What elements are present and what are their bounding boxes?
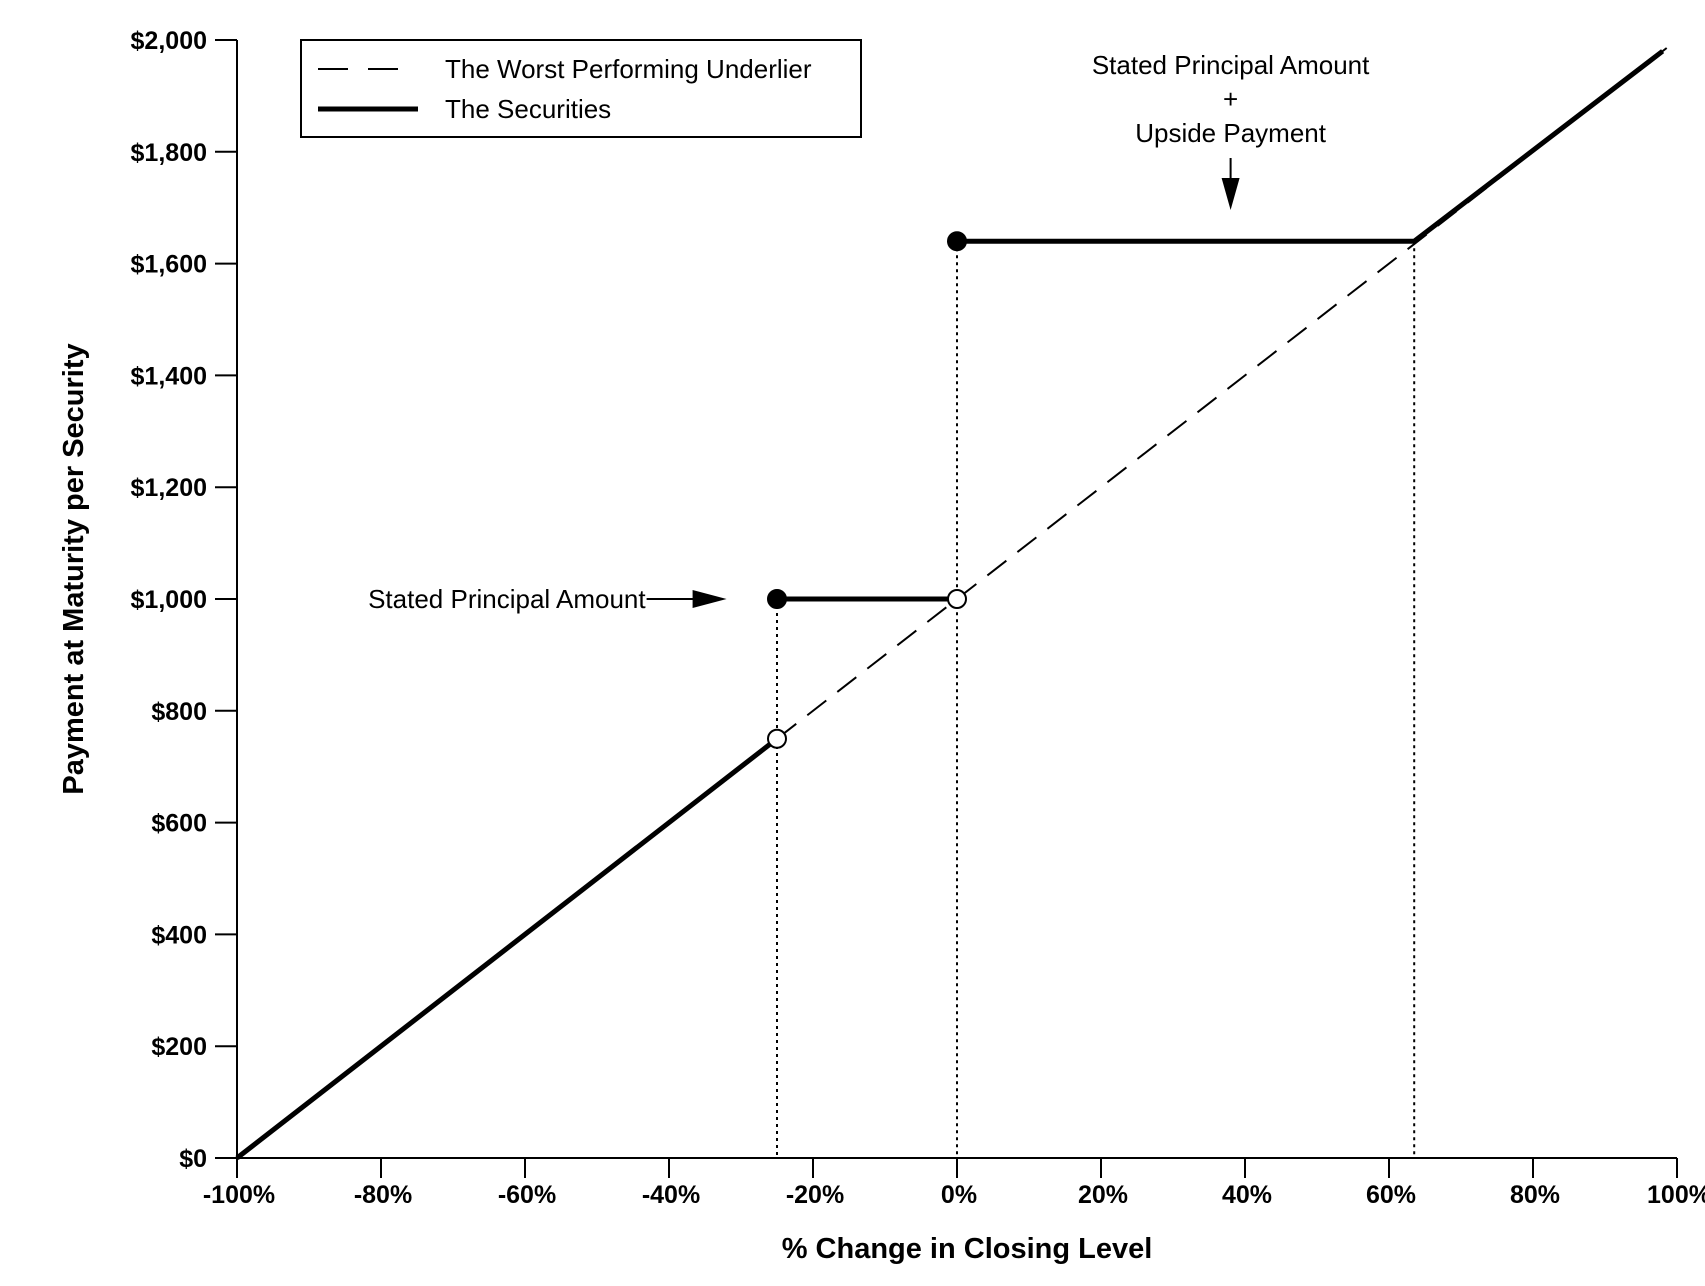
y-tick-label: $2,000 [131, 27, 207, 55]
y-tick-label: $600 [151, 810, 207, 838]
y-tick-label: $200 [151, 1033, 207, 1061]
x-tick-label: 20% [1078, 1181, 1128, 1209]
x-tick-label: 0% [941, 1181, 977, 1209]
annotation-label: Upside Payment [1135, 118, 1327, 148]
annotations: Stated Principal Amount Stated Principal … [368, 50, 1370, 614]
x-tick-label: -60% [498, 1181, 556, 1209]
y-tick-label: $1,800 [131, 139, 207, 167]
x-tick-label: 40% [1222, 1181, 1272, 1209]
x-tick-label: 80% [1510, 1181, 1560, 1209]
x-tick-label: 100% [1647, 1181, 1705, 1209]
open-point-marker [767, 728, 787, 749]
y-axis-title: Payment at Maturity per Security [58, 343, 90, 794]
series-line-securities-segment [957, 49, 1665, 244]
legend: The Worst Performing Underlier The Securi… [300, 39, 862, 138]
legend-box [300, 39, 862, 138]
markers [767, 231, 967, 749]
y-tick-label: $1,600 [131, 251, 207, 279]
filled-point-marker [767, 589, 787, 609]
x-axis-title: % Change in Closing Level [782, 1233, 1153, 1265]
series-line-securities-segment [235, 736, 779, 1160]
legend-label: The Worst Performing Underlier [445, 54, 812, 84]
x-tick-label: -80% [354, 1181, 412, 1209]
y-tick-label: $0 [179, 1145, 207, 1173]
axes: $0 $200 $400 $600 $800 $1,000 $1,200 $1,400 $1,6… [131, 27, 1705, 1209]
y-tick-label: $800 [151, 698, 207, 726]
y-tick-label: $1,000 [131, 586, 207, 614]
annotation-arrow-head [1221, 178, 1240, 210]
annotation-label: + [1223, 84, 1238, 114]
y-tick-label: $1,400 [131, 362, 207, 390]
y-tick-label: $400 [151, 921, 207, 949]
annotation-label: Stated Principal Amount [1092, 50, 1370, 80]
x-tick-label: -100% [203, 1181, 275, 1209]
x-tick-label: -20% [786, 1181, 844, 1209]
filled-point-marker [947, 231, 967, 252]
reference-lines [776, 241, 1416, 1158]
y-tick-label: $1,200 [131, 474, 207, 502]
legend-label: The Securities [445, 94, 611, 124]
annotation-label: Stated Principal Amount [368, 584, 646, 614]
open-point-marker [947, 589, 967, 609]
x-tick-label: 60% [1366, 1181, 1416, 1209]
x-tick-label: -40% [642, 1181, 700, 1209]
annotation-arrow-head [692, 590, 727, 608]
series [235, 39, 1678, 1160]
